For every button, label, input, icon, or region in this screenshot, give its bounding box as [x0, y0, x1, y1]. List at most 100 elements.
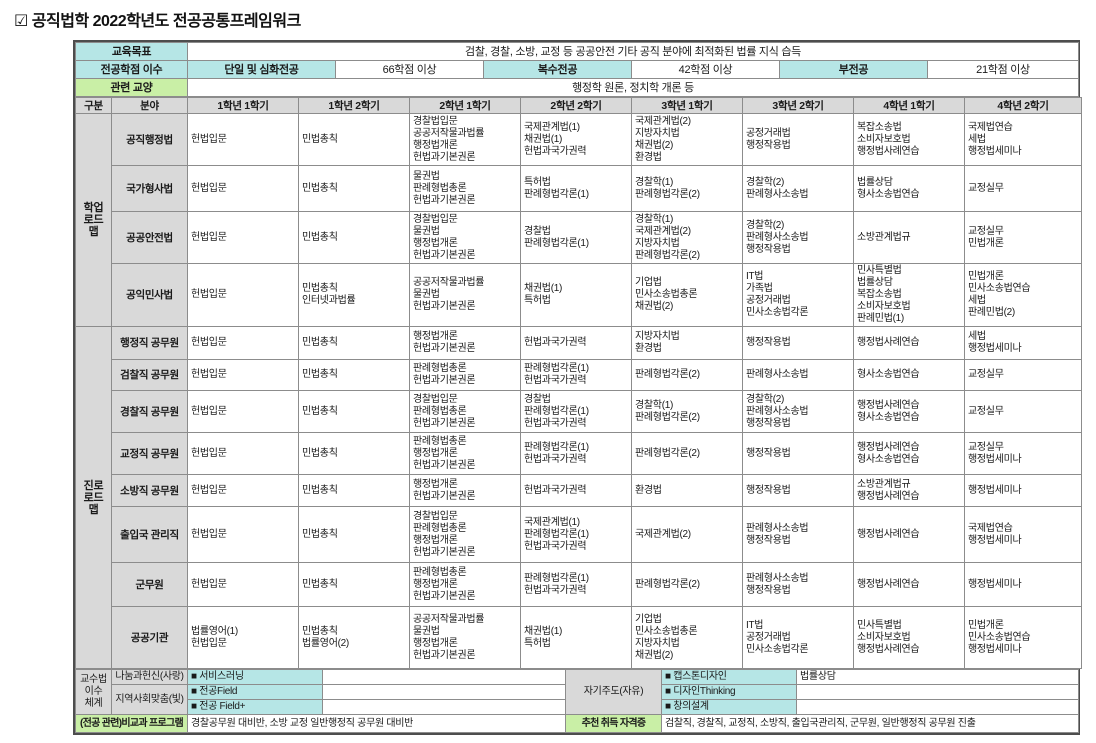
course-cell: 민사특별법 법률상담 복잡소송법 소비자보호법 판례민법(1) — [853, 263, 965, 327]
course-cell: 행정법개론 헌법과기본권론 — [409, 474, 521, 507]
course-cell: 경찰학(2) 판례형사소송법 — [742, 165, 854, 212]
course-cell: 헌법입문 — [187, 506, 299, 563]
credit-type-minor: 부전공 — [779, 60, 928, 79]
course-cell: 국제관계법(2) — [631, 506, 743, 563]
share-item-service-learning: ■ 서비스러닝 — [187, 669, 323, 685]
course-cell: 경찰법입문 물권법 행정법개론 헌법과기본권론 — [409, 211, 521, 264]
framework-table: 교육목표 검찰, 경찰, 소방, 교정 등 공공안전 기타 공직 분야에 최적화… — [73, 40, 1082, 735]
field-cell: 행정직 공무원 — [111, 326, 188, 360]
course-cell: 민법총칙 인터넷과법률 — [298, 263, 410, 327]
course-cell: 물권법 판례형법총론 헌법과기본권론 — [409, 165, 521, 212]
course-cell: 헌법입문 — [187, 432, 299, 475]
field-cell: 출입국 관리직 — [111, 506, 188, 563]
col-header-sem-3-1: 3학년 1학기 — [631, 97, 743, 114]
pedagogy-table: 교수법 이수 체계 나눔과헌신(사랑) ■ 서비스러닝 자기주도(자유) ■ 캡… — [75, 669, 1079, 733]
col-header-sem-3-2: 3학년 2학기 — [742, 97, 854, 114]
self-item-design-thinking: ■ 디자인Thinking — [661, 684, 797, 700]
edu-goal-label: 교육목표 — [75, 42, 188, 61]
course-cell: 교정실무 — [964, 165, 1082, 212]
course-cell: 채권법(1) 특허법 — [520, 263, 632, 327]
course-cell: 민법총칙 — [298, 432, 410, 475]
table-row: 교수법 이수 체계 나눔과헌신(사랑) ■ 서비스러닝 자기주도(자유) ■ 캡… — [75, 669, 1079, 715]
cert-label: 추천 취득 자격증 — [565, 714, 662, 733]
info-table: 교육목표 검찰, 경찰, 소방, 교정 등 공공안전 기타 공직 분야에 최적화… — [75, 42, 1080, 97]
course-cell: 헌법입문 — [187, 390, 299, 433]
course-cell: 법률영어(1) 헌법입문 — [187, 606, 299, 669]
table-row: 국가형사법 헌법입문 민법총칙 물권법 판례형법총론 헌법과기본권론 특허법 판… — [76, 165, 1082, 212]
course-cell: 민법총칙 — [298, 506, 410, 563]
course-cell: 민법총칙 — [298, 113, 410, 166]
col-header-sem-1-1: 1학년 1학기 — [187, 97, 299, 114]
course-cell: 행정작용법 — [742, 474, 854, 507]
field-cell: 소방직 공무원 — [111, 474, 188, 507]
empty-cell — [322, 699, 566, 715]
course-cell: 판례형법총론 헌법과기본권론 — [409, 359, 521, 391]
course-cell: 복잡소송법 소비자보호법 행정법사례연습 — [853, 113, 965, 166]
liberal-text: 행정학 원론, 정치학 개론 등 — [186, 78, 1080, 97]
course-cell: 행정법세미나 — [964, 562, 1082, 607]
field-cell: 경찰직 공무원 — [111, 390, 188, 433]
cert-text: 검찰직, 경찰직, 교정직, 소방직, 출입국관리직, 군무원, 일반행정직 공… — [661, 714, 1079, 733]
col-header-sem-2-2: 2학년 2학기 — [520, 97, 632, 114]
course-cell: 헌법입문 — [187, 113, 299, 166]
credit-type-single: 단일 및 심화전공 — [187, 60, 336, 79]
local-item-field: ■ 전공Field — [187, 684, 323, 700]
course-cell: 헌법입문 — [187, 562, 299, 607]
credit-amount-double: 42학점 이상 — [631, 60, 780, 79]
course-cell: 민법총칙 — [298, 390, 410, 433]
course-cell: 판례형법각론(1) 헌법과국가권력 — [520, 432, 632, 475]
course-cell: 헌법입문 — [187, 211, 299, 264]
credit-amount-single: 66학점 이상 — [335, 60, 484, 79]
course-cell: 헌법입문 — [187, 263, 299, 327]
course-cell: 민법총칙 — [298, 474, 410, 507]
course-cell: 경찰학(2) 판례형사소송법 행정작용법 — [742, 390, 854, 433]
course-cell: 경찰법입문 판례형법총론 헌법과기본권론 — [409, 390, 521, 433]
course-cell: 판례형사소송법 — [742, 359, 854, 391]
course-cell: 판례형법각론(2) — [631, 562, 743, 607]
table-row: 검찰직 공무원 헌법입문 민법총칙 판례형법총론 헌법과기본권론 판례형법각론(… — [76, 359, 1082, 391]
course-cell: 헌법과국가권력 — [520, 326, 632, 360]
table-row: 소방직 공무원 헌법입문 민법총칙 행정법개론 헌법과기본권론 헌법과국가권력 … — [76, 474, 1082, 507]
self-item-capstone: ■ 캡스톤디자인 — [661, 669, 797, 685]
course-cell: 행정작용법 — [742, 432, 854, 475]
course-cell: 판례형사소송법 행정작용법 — [742, 506, 854, 563]
field-cell: 공익민사법 — [111, 263, 188, 327]
course-cell: 판례형법총론 행정법개론 헌법과기본권론 — [409, 562, 521, 607]
course-cell: 행정법사례연습 — [853, 506, 965, 563]
course-cell: 교정실무 — [964, 390, 1082, 433]
course-cell: 판례형법각론(2) — [631, 432, 743, 475]
course-cell: 경찰법입문 공공저작물과법률 행정법개론 헌법과기본권론 — [409, 113, 521, 166]
course-cell: 민법총칙 — [298, 359, 410, 391]
course-cell: 행정법사례연습 형사소송법연습 — [853, 432, 965, 475]
field-cell: 교정직 공무원 — [111, 432, 188, 475]
table-row: 학업 로드맵 공직행정법 헌법입문 민법총칙 경찰법입문 공공저작물과법률 행정… — [75, 113, 1082, 327]
course-cell: 행정법사례연습 형사소송법연습 — [853, 390, 965, 433]
empty-cell — [796, 684, 1079, 700]
self-directed-label: 자기주도(자유) — [565, 669, 662, 715]
course-cell: 헌법과국가권력 — [520, 474, 632, 507]
course-cell: 경찰학(1) 판례형법각론(2) — [631, 390, 743, 433]
col-header-field: 분야 — [111, 97, 188, 114]
self-item-creative-design: ■ 창의설계 — [661, 699, 797, 715]
col-header-sem-1-2: 1학년 2학기 — [298, 97, 410, 114]
course-cell: 특허법 판례형법각론(1) — [520, 165, 632, 212]
course-cell: 공공저작물과법률 물권법 헌법과기본권론 — [409, 263, 521, 327]
course-cell: IT법 공정거래법 민사소송법각론 — [742, 606, 854, 669]
table-row: 경찰직 공무원 헌법입문 민법총칙 경찰법입문 판례형법총론 헌법과기본권론 경… — [76, 390, 1082, 433]
course-cell: 헌법입문 — [187, 326, 299, 360]
course-cell: 법률상담 형사소송법연습 — [853, 165, 965, 212]
col-header-sem-4-1: 4학년 1학기 — [853, 97, 965, 114]
course-cell: 행정법개론 헌법과기본권론 — [409, 326, 521, 360]
col-header-group: 구분 — [75, 97, 112, 114]
course-cell: 행정작용법 — [742, 326, 854, 360]
course-cell: 국제관계법(1) 판례형법각론(1) 헌법과국가권력 — [520, 506, 632, 563]
course-cell: 경찰법 판례형법각론(1) — [520, 211, 632, 264]
course-cell: 기업법 민사소송법총론 지방자치법 채권법(2) — [631, 606, 743, 669]
course-cell: 교정실무 — [964, 359, 1082, 391]
course-cell: 기업법 민사소송법총론 채권법(2) — [631, 263, 743, 327]
field-cell: 국가형사법 — [111, 165, 188, 212]
course-cell: 민법총칙 — [298, 211, 410, 264]
table-row: 공익민사법 헌법입문 민법총칙 인터넷과법률 공공저작물과법률 물권법 헌법과기… — [76, 263, 1082, 327]
course-cell: 경찰학(1) 판례형법각론(2) — [631, 165, 743, 212]
